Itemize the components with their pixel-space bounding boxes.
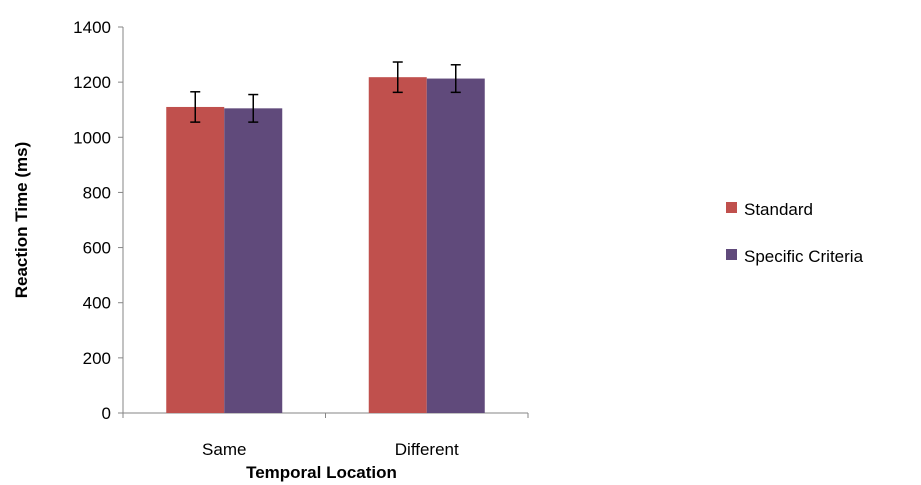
legend: Standard Specific Criteria (726, 200, 864, 266)
bar-standard-same (166, 107, 224, 413)
y-tick-label: 1400 (73, 18, 111, 37)
legend-swatch (726, 202, 737, 213)
y-axis-ticks: 0 200 400 600 800 1000 1200 1400 (73, 18, 123, 423)
bar-standard-different (369, 77, 427, 413)
legend-label: Specific Criteria (744, 247, 864, 266)
y-tick-label: 800 (83, 183, 111, 202)
y-axis-title: Reaction Time (ms) (12, 142, 31, 299)
y-tick-label: 400 (83, 294, 111, 313)
x-axis-title: Temporal Location (246, 463, 397, 482)
bar-specific-criteria-same (224, 108, 282, 413)
legend-swatch (726, 249, 737, 260)
legend-item: Standard (726, 200, 813, 219)
x-axis-ticks: Same Different (123, 413, 528, 459)
legend-item: Specific Criteria (726, 247, 864, 266)
x-tick-label: Different (395, 440, 459, 459)
plot-area: 0 200 400 600 800 1000 1200 1400 Same Different (73, 18, 528, 459)
y-tick-label: 200 (83, 349, 111, 368)
x-tick-label: Same (202, 440, 246, 459)
bar-specific-criteria-different (427, 79, 485, 413)
bars (166, 77, 485, 413)
y-tick-label: 600 (83, 239, 111, 258)
legend-label: Standard (744, 200, 813, 219)
y-tick-label: 1000 (73, 128, 111, 147)
y-tick-label: 0 (102, 404, 111, 423)
y-tick-label: 1200 (73, 73, 111, 92)
